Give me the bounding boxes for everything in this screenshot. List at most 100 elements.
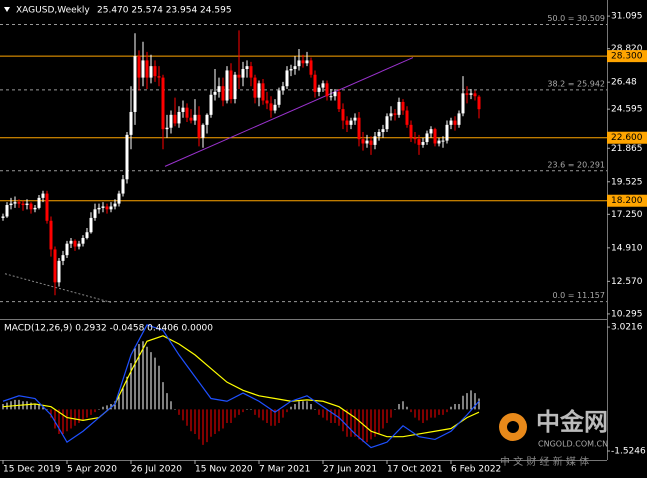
candle-body <box>293 66 297 70</box>
brand: 中金网 <box>536 408 608 436</box>
candle-body <box>381 129 385 133</box>
candle-body <box>429 129 433 134</box>
candle-body <box>353 117 357 121</box>
candle-body <box>153 66 157 77</box>
candle-body <box>473 93 477 97</box>
candle-body <box>257 83 261 98</box>
candle-body <box>9 203 13 206</box>
candle-body <box>453 120 457 125</box>
candle-body <box>269 103 273 111</box>
x-tick-label: 26 Jul 2020 <box>131 465 182 475</box>
candle-body <box>221 86 225 101</box>
candle-body <box>73 240 77 247</box>
candle-body <box>309 60 313 75</box>
candle-body <box>17 202 21 204</box>
candle-body <box>189 117 193 121</box>
candle-body <box>325 83 329 97</box>
candle-body <box>141 60 145 78</box>
macd-title: MACD(12,26,9) 0.2932 -0.0458 0.4406 0.00… <box>4 324 213 334</box>
candle-body <box>193 114 197 121</box>
candle-body <box>441 140 445 142</box>
candle-body <box>45 193 49 221</box>
candle-body <box>25 203 29 206</box>
candle-body <box>69 240 73 244</box>
candle-body <box>433 129 437 144</box>
logo-hole <box>507 421 519 433</box>
candle-body <box>165 127 169 130</box>
candle-body <box>305 60 309 64</box>
candle-body <box>33 207 37 210</box>
candle-body <box>377 132 381 137</box>
candle-body <box>37 197 41 208</box>
candle-body <box>113 203 117 207</box>
candle-body <box>149 66 153 78</box>
candle-body <box>97 207 101 210</box>
candle-body <box>57 260 61 283</box>
x-tick-label: 15 Dec 2019 <box>3 465 61 475</box>
candle-body <box>425 133 429 143</box>
candle-body <box>205 114 209 125</box>
candle-body <box>365 140 369 144</box>
collapse-arrow[interactable] <box>4 7 10 12</box>
y-tick-label: 10.295 <box>611 309 643 319</box>
candle-body <box>129 111 133 135</box>
candle-body <box>281 86 285 91</box>
candle-body <box>173 114 177 124</box>
candle-body <box>297 60 301 67</box>
candle-body <box>53 249 57 283</box>
candle-body <box>317 87 321 92</box>
candle-body <box>49 220 53 250</box>
candle-body <box>361 139 365 144</box>
x-tick-label: 15 Nov 2020 <box>195 465 253 475</box>
candle-body <box>449 120 453 125</box>
candle-body <box>273 104 277 111</box>
y-tick-label: 19.525 <box>611 177 643 187</box>
candle-body <box>109 206 113 210</box>
level-box <box>607 50 647 63</box>
y-tick-label: 14.910 <box>611 243 643 253</box>
candle-body <box>85 232 89 238</box>
level-box <box>607 131 647 144</box>
y-tick-label: 24.595 <box>611 105 643 115</box>
candle-body <box>213 91 217 95</box>
candle-body <box>289 69 293 71</box>
y-tick-label: 12.570 <box>611 277 643 287</box>
macd-y-tick-label: 3.0216 <box>611 323 643 333</box>
candle-body <box>261 83 265 101</box>
candle-body <box>437 140 441 144</box>
x-tick-label: 6 Feb 2022 <box>451 465 501 475</box>
trendline <box>164 57 414 167</box>
candle-body <box>157 76 161 78</box>
candle-body <box>337 91 341 110</box>
candle-body <box>77 243 81 247</box>
candle-body <box>89 217 93 233</box>
fib-label: 0.0 = 11.157 <box>552 291 605 300</box>
candle-body <box>373 136 377 145</box>
candle-body <box>445 124 449 141</box>
candle-body <box>101 206 105 208</box>
candle-body <box>393 113 397 115</box>
candle-body <box>301 60 305 64</box>
candle-body <box>349 120 353 125</box>
candle-body <box>137 56 141 78</box>
candle-body <box>417 139 421 145</box>
candle-body <box>477 96 481 110</box>
x-tick-label: 5 Apr 2020 <box>67 465 117 475</box>
macd-line <box>2 324 480 449</box>
candle-body <box>81 237 85 244</box>
candle-body <box>409 124 413 138</box>
macd-y-tick-label: -1.5246 <box>611 446 646 456</box>
candle-body <box>397 101 401 115</box>
candle-body <box>465 93 469 95</box>
y-tick-label: 26.48 <box>611 78 637 88</box>
candle-body <box>385 116 389 130</box>
level-label: 28.300 <box>611 52 643 62</box>
candle-body <box>93 209 97 218</box>
candle-body <box>161 77 165 130</box>
candle-body <box>29 203 33 210</box>
candle-body <box>265 100 269 104</box>
candle-body <box>181 107 185 112</box>
candle-body <box>253 77 257 98</box>
fib-label: 38.2 = 25.942 <box>547 79 605 88</box>
